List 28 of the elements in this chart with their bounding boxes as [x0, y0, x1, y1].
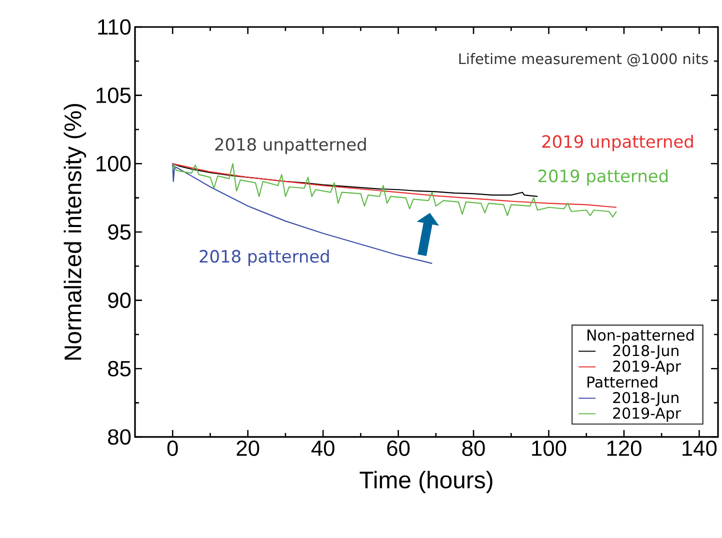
y-tick-label: 110 [98, 19, 131, 35]
legend-label: 2018-Jun [613, 344, 678, 360]
y-tick-label: 100 [96, 156, 131, 172]
x-tick-label: 0 [167, 440, 178, 456]
x-tick-label: 60 [387, 440, 410, 456]
y-tick-label: 90 [108, 292, 131, 308]
annotation: 2019 unpatterned [542, 134, 693, 152]
annotation: Patterned [588, 376, 658, 388]
x-tick-label: 20 [236, 440, 260, 456]
legend-label: 2018-Jun [613, 392, 678, 406]
annotation: Non-patterned [588, 329, 694, 344]
annotation: 2019 patterned [538, 169, 668, 186]
y-tick-label: 85 [108, 360, 131, 376]
legend-label: 2019-Apr [613, 360, 682, 375]
x-tick-label: 140 [682, 440, 717, 456]
annotation: 2018 unpatterned [215, 138, 366, 154]
y-tick-label: 80 [108, 429, 131, 445]
y-tick-label: 105 [96, 88, 131, 104]
y-axis-title: Normalized intensity (%) [64, 104, 86, 360]
y-tick-label: 95 [108, 224, 131, 240]
annotation: 2018 patterned [200, 250, 329, 266]
x-tick-label: 80 [462, 440, 485, 456]
x-axis-title: Time (hours) [360, 470, 492, 494]
legend-label: 2019-Apr [613, 408, 682, 422]
text: Lifetime measurement @1000 nits [459, 53, 708, 67]
x-tick-label: 120 [607, 440, 642, 456]
x-tick-label: 40 [311, 440, 334, 456]
x-tick-label: 100 [532, 440, 566, 456]
